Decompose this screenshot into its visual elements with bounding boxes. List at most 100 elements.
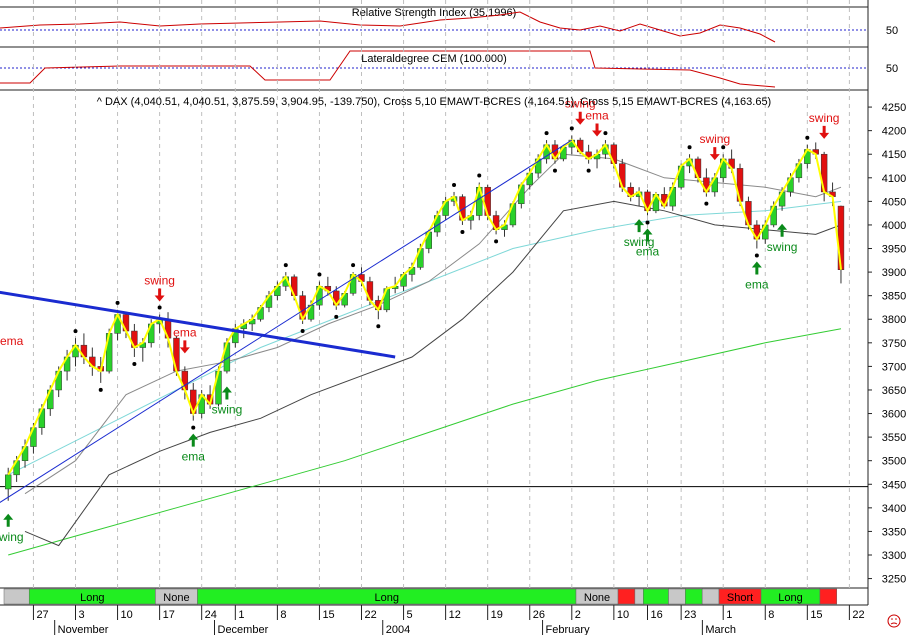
pivot-high-dot [477, 173, 482, 178]
swing-signal-down: ema [585, 109, 609, 137]
pivot-low-dot [460, 229, 465, 234]
arrow-up-icon [777, 223, 788, 237]
pivot-high-dot [115, 300, 120, 305]
price-tick-label: 3350 [882, 526, 906, 538]
pivot-high-dot [351, 263, 356, 268]
signal-segment-none [668, 588, 686, 605]
rsi-tick: 50 [886, 25, 898, 37]
date-axis: 27 3 10 17 24 1 8 15 22 5 12 19 26 2 10 16 23 1 8 15 22 Novem… [0, 604, 868, 635]
pivot-high-dot [73, 329, 78, 334]
price-tick-label: 3500 [882, 456, 906, 468]
price-line [7, 126, 842, 476]
swing-label: swing [809, 111, 840, 125]
swing-label: swing [0, 530, 24, 544]
pivot-low-dot [552, 168, 557, 173]
day-tick-label: 23 [684, 609, 696, 621]
month-tick-label: 2004 [386, 624, 410, 635]
day-tick-label: 10 [121, 609, 133, 621]
signal-segment-short [617, 588, 636, 605]
day-tick-label: 15 [810, 609, 822, 621]
price-tick-label: 4000 [882, 220, 906, 232]
day-tick-label: 17 [163, 609, 175, 621]
arrow-up-icon [642, 228, 653, 242]
pivot-high-dot [805, 135, 810, 140]
lateral-title: Lateraldegree CEM (100.000) [361, 53, 507, 65]
price-tick-label: 3900 [882, 267, 906, 279]
swing-signal-down: swing [565, 97, 596, 125]
signal-segment-long [643, 588, 669, 605]
swing-label: swing [699, 132, 730, 146]
pivot-high-dot [544, 131, 549, 136]
price-tick-label: 3550 [882, 432, 906, 444]
arrow-down-icon [179, 340, 190, 354]
day-tick-label: 22 [852, 609, 864, 621]
day-tick-label: 2 [575, 609, 581, 621]
lateral-tick: 50 [886, 63, 898, 75]
day-tick-label: 24 [205, 609, 217, 621]
arrow-up-icon [188, 433, 199, 447]
price-tick-label: 3650 [882, 385, 906, 397]
swing-signal-down: swing [144, 274, 175, 302]
day-tick-label: 16 [651, 609, 663, 621]
price-tick-label: 3800 [882, 314, 906, 326]
pivot-high-dot [452, 182, 457, 187]
signal-segment-label: Long [80, 592, 104, 604]
swing-signal-down: ema [173, 325, 197, 354]
swing-label: swing [212, 402, 243, 416]
pivot-low-dot [334, 314, 339, 319]
signal-segment-none [701, 588, 720, 605]
pivot-high-dot [317, 272, 322, 277]
pivot-low-dot [300, 328, 305, 333]
price-tick-label: 3750 [882, 338, 906, 350]
price-tick-label: 3700 [882, 361, 906, 373]
month-tick-label: March [705, 624, 736, 635]
smiley-face-icon[interactable] [887, 614, 901, 628]
pivot-low-dot [704, 201, 709, 206]
arrow-down-icon [819, 125, 830, 139]
day-tick-label: 22 [365, 609, 377, 621]
month-tick-label: November [58, 624, 109, 635]
arrow-down-icon [709, 147, 720, 161]
pivot-low-dot [376, 324, 381, 329]
signal-bar: Long None Long None Short Long [3, 588, 838, 605]
price-tick-label: 4150 [882, 149, 906, 161]
signal-segment-label: None [163, 592, 189, 604]
arrow-up-icon [634, 219, 645, 233]
day-tick-label: 10 [617, 609, 629, 621]
price-tick-label: 3250 [882, 574, 906, 586]
day-tick-label: 8 [768, 609, 774, 621]
price-axis: 4250 4200 4150 4100 4050 4000 3950 3900 3850 3800… [868, 102, 906, 586]
pivot-low-dot [494, 239, 499, 244]
rsi-line [0, 11, 776, 43]
band-upper-line [24, 153, 842, 495]
pivot-low-dot [98, 387, 103, 392]
day-tick-label: 3 [79, 609, 85, 621]
signal-segment-none [634, 588, 644, 605]
price-tick-label: 4200 [882, 126, 906, 138]
pivot-high-dot [603, 131, 608, 136]
trend-line-resistance [0, 290, 396, 359]
swing-label: ema [585, 109, 609, 123]
day-tick-label: 1 [238, 609, 244, 621]
swing-label: ema [636, 245, 660, 259]
day-tick-label: 8 [280, 609, 286, 621]
trend-lines [0, 139, 573, 503]
pivot-low-dot [132, 361, 137, 366]
day-tick-label: 12 [449, 609, 461, 621]
arrow-up-icon [3, 513, 14, 527]
swing-signal-up: ema [745, 261, 769, 292]
arrow-up-icon [221, 386, 232, 400]
price-tick-label: 4050 [882, 196, 906, 208]
day-tick-label: 1 [726, 609, 732, 621]
signal-segment-none [3, 588, 30, 605]
rsi-title: Relative Strength Index (35.1996) [352, 7, 517, 19]
indicator-overlays [7, 153, 842, 556]
pivot-high-dot [569, 126, 574, 131]
swing-label: ema [173, 325, 197, 339]
candle-up [5, 474, 12, 490]
swing-label: ema [745, 278, 769, 292]
pivot-high-dot [283, 263, 288, 268]
pivot-low-dot [586, 168, 591, 173]
month-tick-label: February [546, 624, 591, 635]
